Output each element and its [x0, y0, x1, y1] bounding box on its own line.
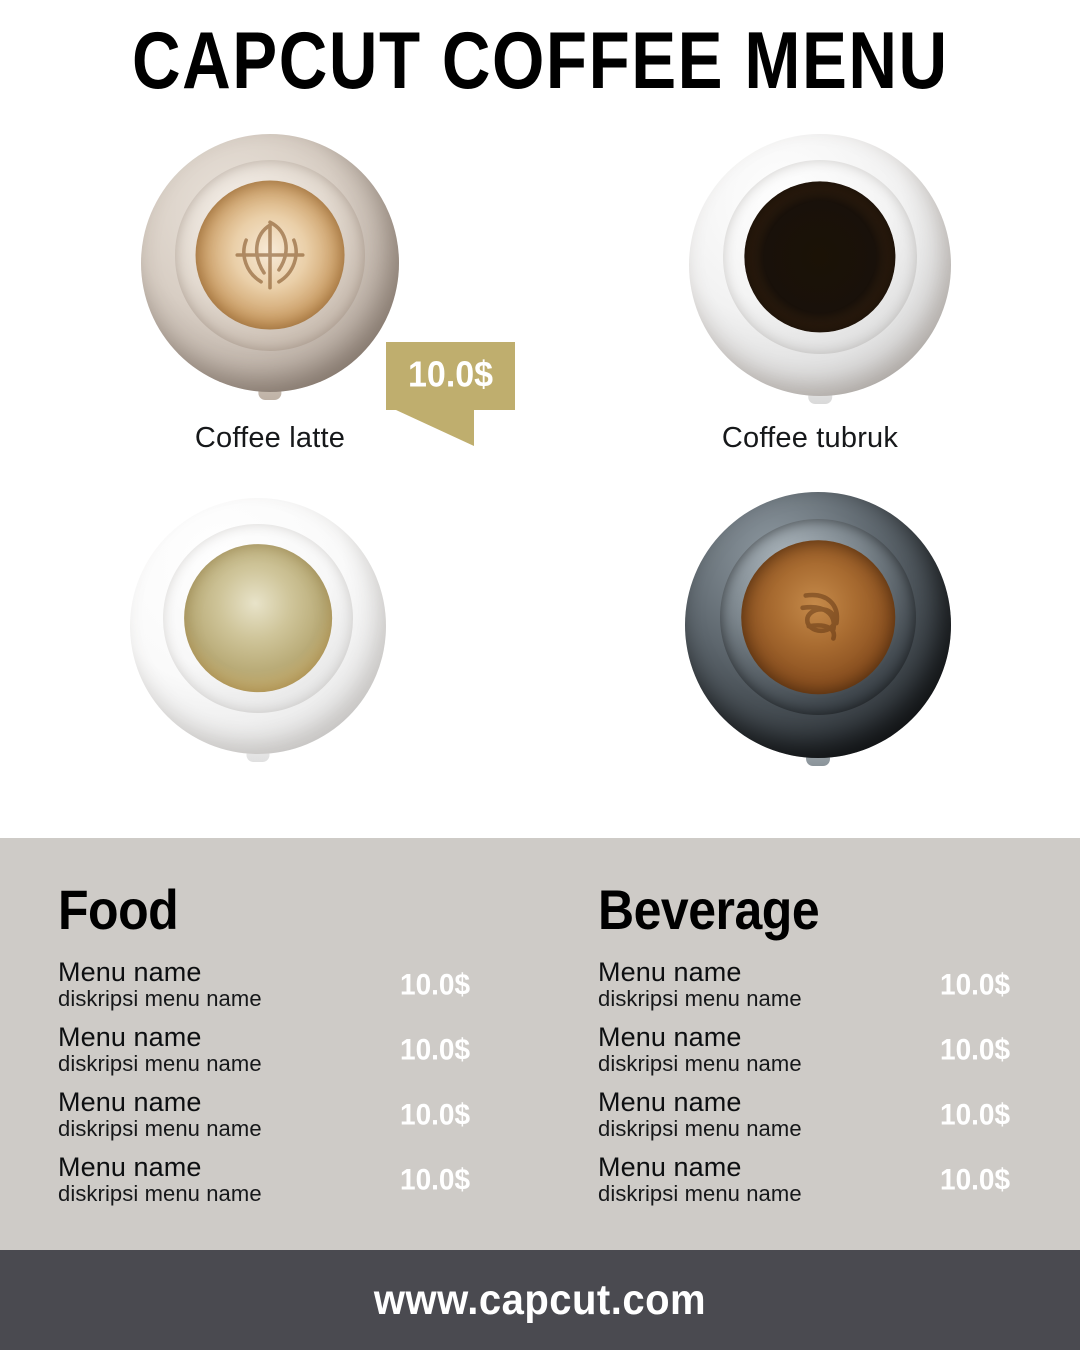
list-item[interactable]: Menu name diskripsi menu name 10.0$: [58, 1017, 540, 1082]
menu-text: Menu name diskripsi menu name: [598, 1088, 918, 1141]
menu-item-price: 10.0$: [940, 1097, 1011, 1131]
menu-item-name: Menu name: [598, 1151, 742, 1182]
cocoa-art-icon: [800, 592, 840, 641]
coffee-card-tubruk[interactable]: 10.0$ Coffee tubruk: [540, 122, 1080, 480]
coffee-surface: [184, 544, 332, 693]
list-item[interactable]: Menu name diskripsi menu name 10.0$: [58, 952, 540, 1017]
beverage-column: Beverage Menu name diskripsi menu name 1…: [540, 838, 1080, 1250]
coffee-card-latte[interactable]: 10.0$ Coffee latte: [0, 122, 540, 480]
food-heading: Food: [58, 878, 179, 942]
menu-item-description: diskripsi menu name: [598, 1180, 802, 1206]
price-tag-latte: 10.0$: [386, 342, 516, 446]
coffee-surface: [744, 181, 896, 333]
beverage-heading: Beverage: [598, 878, 820, 942]
coffee-items-grid: 10.0$ Coffee latte 10.0$ Coffee tubruk 1…: [0, 122, 1080, 1172]
list-item[interactable]: Menu name diskripsi menu name 10.0$: [58, 1082, 540, 1147]
coffee-card-machiato[interactable]: 10.0$ Coffee machiato: [0, 480, 540, 1172]
list-item[interactable]: Menu name diskripsi menu name 10.0$: [598, 952, 1080, 1017]
cup: [723, 160, 917, 355]
coffee-name-tubruk: Coffee tubruk: [721, 422, 899, 454]
menu-text: Menu name diskripsi menu name: [58, 1023, 378, 1076]
coffee-name-latte: Coffee latte: [194, 422, 346, 454]
menu-item-price: 10.0$: [940, 967, 1011, 1001]
menu-item-name: Menu name: [58, 956, 202, 987]
menu-lists-panel: Food Menu name diskripsi menu name 10.0$…: [0, 838, 1080, 1250]
menu-item-description: diskripsi menu name: [598, 985, 802, 1011]
page-header: CAPCUT COFFEE MENU: [0, 0, 1080, 120]
menu-item-price: 10.0$: [940, 1032, 1011, 1066]
menu-item-name: Menu name: [598, 1021, 742, 1052]
website-url[interactable]: www.capcut.com: [373, 1276, 707, 1323]
menu-item-description: diskripsi menu name: [598, 1115, 802, 1141]
menu-item-name: Menu name: [58, 1086, 202, 1117]
menu-item-name: Menu name: [598, 1086, 742, 1117]
coffee-card-coklat[interactable]: 10.0$ Coffee coklat: [540, 480, 1080, 1172]
latte-cup-icon: [141, 134, 399, 400]
list-item[interactable]: Menu name diskripsi menu name 10.0$: [598, 1082, 1080, 1147]
menu-text: Menu name diskripsi menu name: [598, 1023, 918, 1076]
list-item[interactable]: Menu name diskripsi menu name 10.0$: [598, 1017, 1080, 1082]
cup: [163, 523, 353, 714]
menu-item-description: diskripsi menu name: [58, 1180, 262, 1206]
cup: [719, 518, 917, 716]
black-coffee-cup-icon: [689, 134, 951, 404]
machiato-cup-icon: [130, 498, 386, 762]
menu-text: Menu name diskripsi menu name: [598, 1153, 918, 1206]
menu-text: Menu name diskripsi menu name: [58, 1153, 378, 1206]
list-item[interactable]: Menu name diskripsi menu name 10.0$: [58, 1147, 540, 1212]
menu-item-price: 10.0$: [400, 1162, 471, 1196]
menu-item-description: diskripsi menu name: [58, 985, 262, 1011]
menu-text: Menu name diskripsi menu name: [58, 958, 378, 1011]
price-label: 10.0$: [408, 354, 494, 396]
menu-item-name: Menu name: [58, 1021, 202, 1052]
page-title: CAPCUT COFFEE MENU: [131, 14, 949, 106]
menu-item-price: 10.0$: [400, 967, 471, 1001]
cup: [174, 159, 366, 351]
coffee-surface: [741, 540, 895, 694]
latte-art-icon: [235, 220, 305, 290]
menu-item-price: 10.0$: [400, 1097, 471, 1131]
menu-item-description: diskripsi menu name: [58, 1050, 262, 1076]
food-column: Food Menu name diskripsi menu name 10.0$…: [0, 838, 540, 1250]
menu-item-description: diskripsi menu name: [58, 1115, 262, 1141]
coffee-surface: [195, 180, 345, 330]
menu-item-description: diskripsi menu name: [598, 1050, 802, 1076]
menu-item-price: 10.0$: [400, 1032, 471, 1066]
list-item[interactable]: Menu name diskripsi menu name 10.0$: [598, 1147, 1080, 1212]
menu-item-name: Menu name: [58, 1151, 202, 1182]
chocolate-coffee-cup-icon: [685, 492, 951, 766]
footer-bar: www.capcut.com: [0, 1250, 1080, 1350]
menu-item-name: Menu name: [598, 956, 742, 987]
menu-text: Menu name diskripsi menu name: [598, 958, 918, 1011]
menu-item-price: 10.0$: [940, 1162, 1011, 1196]
menu-text: Menu name diskripsi menu name: [58, 1088, 378, 1141]
